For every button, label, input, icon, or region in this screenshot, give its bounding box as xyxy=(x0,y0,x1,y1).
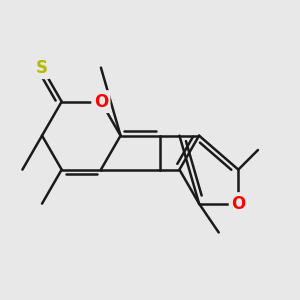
Text: O: O xyxy=(231,195,245,213)
Text: S: S xyxy=(36,58,48,76)
Text: O: O xyxy=(94,93,108,111)
